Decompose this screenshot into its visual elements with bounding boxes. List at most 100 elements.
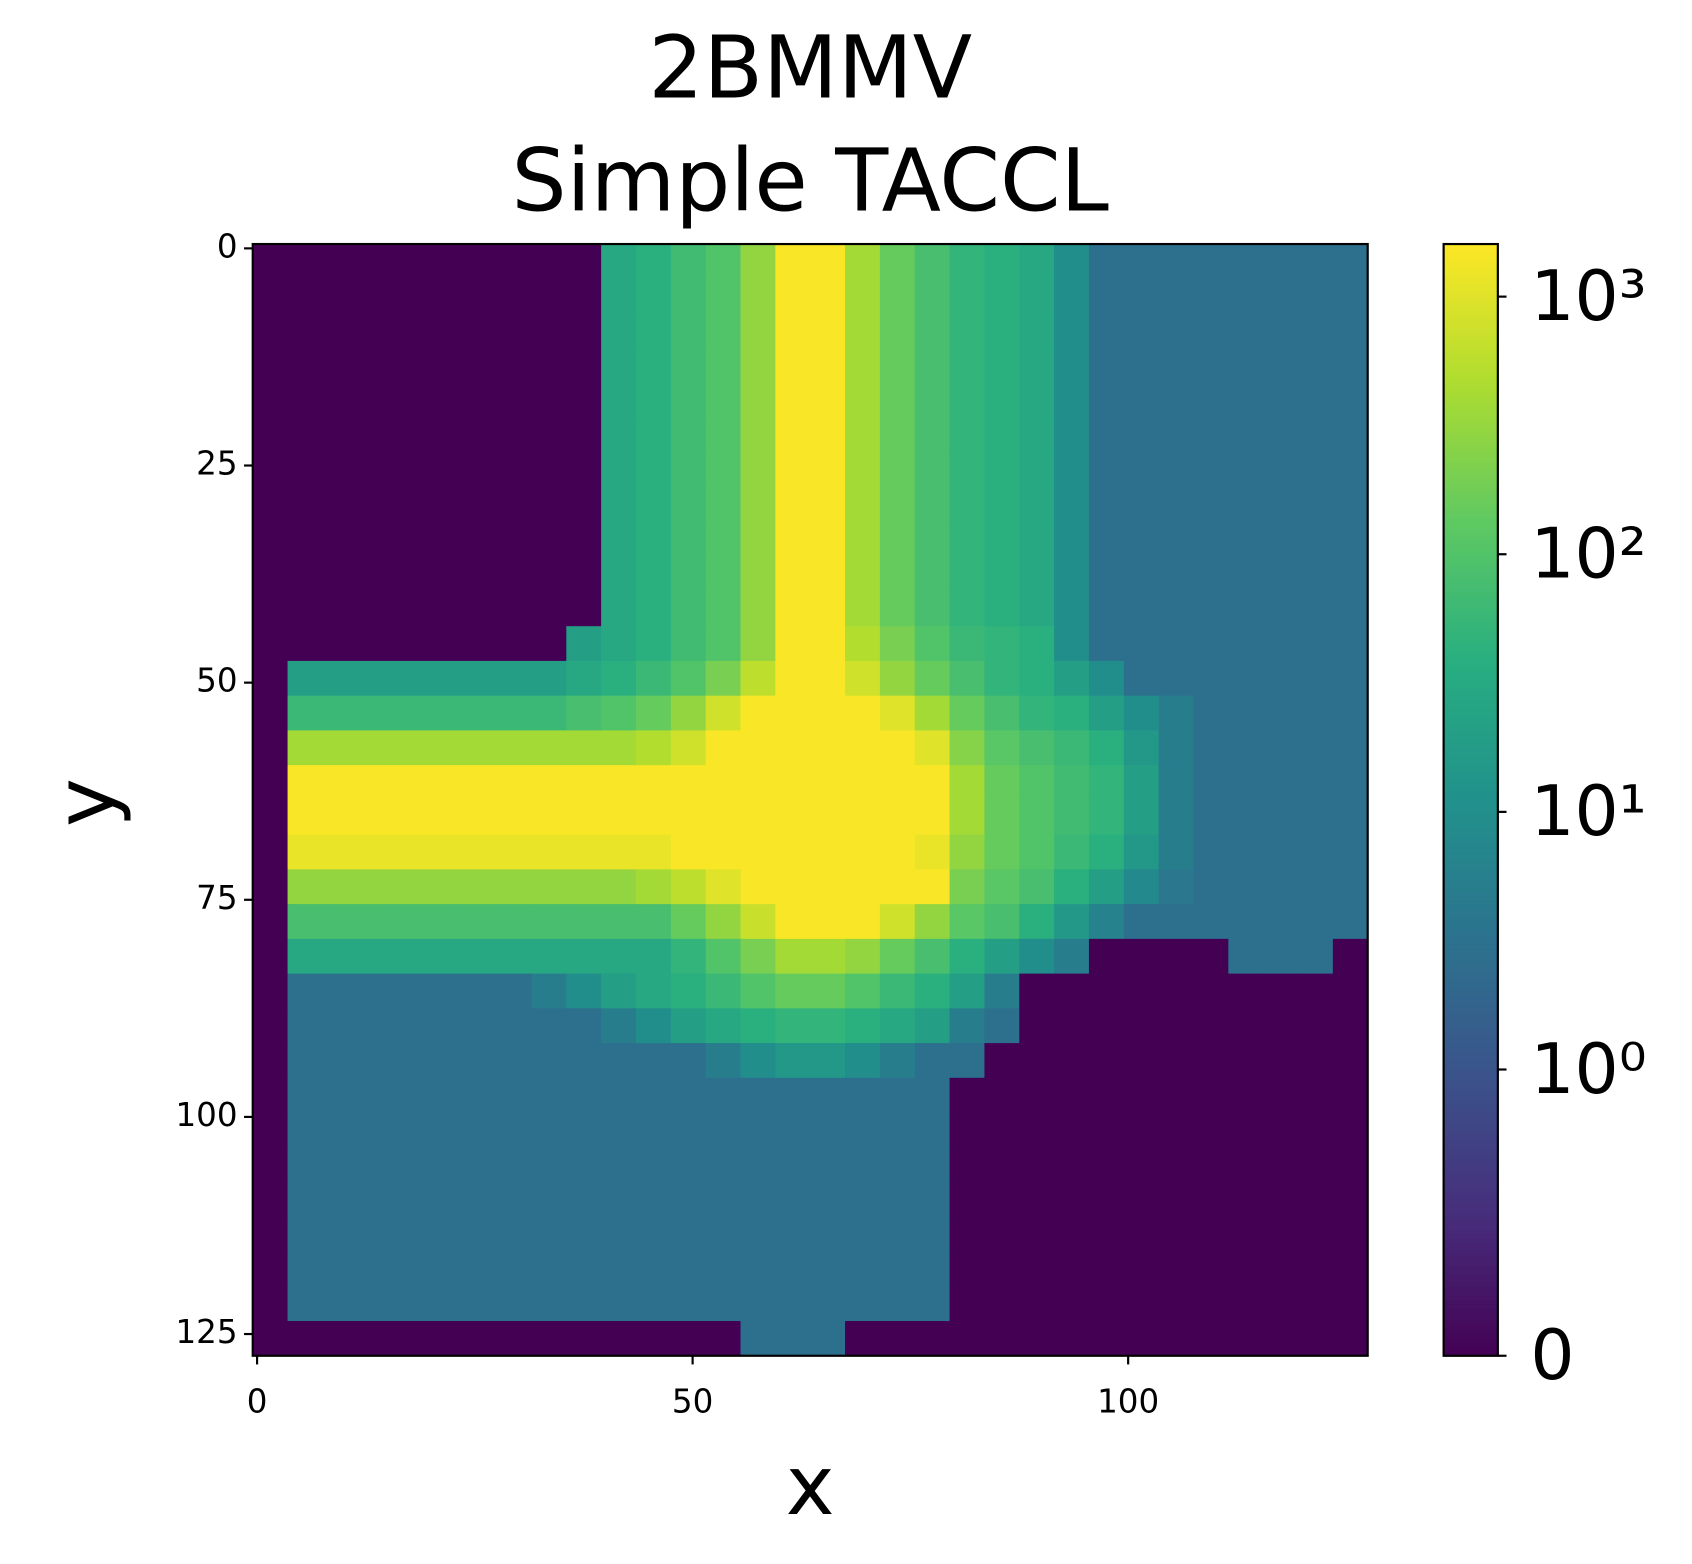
heatmap-cell [496,660,533,697]
heatmap-cell [357,383,393,419]
heatmap-cell [357,1321,393,1357]
heatmap-cell [1263,417,1299,454]
heatmap-cell [1228,1077,1264,1114]
heatmap-cell [1123,556,1160,593]
heatmap-cell [1332,834,1369,871]
heatmap-cell [740,521,777,558]
heatmap-cell [1332,1112,1369,1148]
heatmap-cell [1332,417,1369,454]
heatmap-cell [461,1077,498,1114]
heatmap-cell [1263,1008,1299,1044]
heatmap-cell [496,1182,533,1218]
heatmap-cell [531,487,567,523]
heatmap-cell [426,626,463,662]
heatmap-cell [566,1008,602,1044]
heatmap-cell [775,660,811,697]
heatmap-cell [531,1216,567,1253]
heatmap-cell [461,1008,498,1044]
heatmap-cell [1054,799,1090,836]
heatmap-cell [426,869,463,905]
heatmap-cell [705,1216,742,1253]
heatmap-cell [949,452,986,488]
heatmap-cell [705,660,742,697]
heatmap-cell [635,1077,672,1114]
heatmap-cell [461,244,498,280]
heatmap-cell [496,695,533,732]
heatmap-cell [1228,1216,1264,1253]
heatmap-cell [635,1182,672,1218]
heatmap-cell [740,383,777,419]
heatmap-cell [252,1077,289,1114]
heatmap-cell [1263,1182,1299,1218]
heatmap-cell [984,591,1020,627]
heatmap-cell [1054,591,1090,627]
heatmap-cell [1123,1182,1160,1218]
heatmap-cell [601,904,637,940]
heatmap-cell [1158,1251,1195,1287]
heatmap-cell [287,626,324,662]
heatmap-cell [775,1008,811,1044]
heatmap-cell [601,1112,637,1148]
heatmap-cell [287,1251,324,1287]
heatmap-cell [461,695,498,732]
heatmap-cell [357,278,393,315]
heatmap-cell [1332,313,1369,349]
heatmap-cell [1054,278,1090,315]
heatmap-cell [287,521,324,558]
heatmap-cell [252,1251,289,1287]
heatmap-cell [287,660,324,697]
heatmap-cell [426,278,463,315]
heatmap-cell [1158,1216,1195,1253]
heatmap-cell [1054,1043,1090,1079]
heatmap-cell [1158,348,1195,384]
heatmap-cell [426,1216,463,1253]
heatmap-cell [775,626,811,662]
heatmap-cell [322,834,358,871]
heatmap-cell [879,938,916,975]
chart-title: Simple TACCL [512,130,1109,231]
heatmap-cell [252,521,289,558]
heatmap-cell [879,1251,916,1287]
heatmap-cell [252,1112,289,1148]
heatmap-cell [845,660,881,697]
heatmap-cell [461,417,498,454]
heatmap-cell [810,487,846,523]
heatmap-cell [845,1008,881,1044]
heatmap-cell [1263,973,1299,1009]
heatmap-cell [601,799,637,836]
heatmap-cell [1263,383,1299,419]
heatmap-cell [322,521,358,558]
heatmap-cell [775,1321,811,1357]
heatmap-cell [705,1182,742,1218]
heatmap-cell [392,799,428,836]
heatmap-cell [566,1112,602,1148]
heatmap-cell [810,1147,846,1183]
heatmap-cell [426,383,463,419]
heatmap-cell [914,313,951,349]
heatmap-cell [566,452,602,488]
heatmap-cell [635,1112,672,1148]
heatmap-cell [1332,591,1369,627]
heatmap-cell [1088,799,1125,836]
heatmap-cell [1158,383,1195,419]
heatmap-cell [1123,730,1160,766]
heatmap-cell [566,591,602,627]
heatmap-cell [845,730,881,766]
heatmap-cell [879,973,916,1009]
heatmap-cell [601,695,637,732]
heatmap-cell [566,1147,602,1183]
heatmap-cell [1088,626,1125,662]
heatmap-cell [949,556,986,593]
heatmap-cell [879,487,916,523]
heatmap-cell [426,695,463,732]
heatmap-cell [1158,521,1195,558]
heatmap-cell [1088,1147,1125,1183]
heatmap-cell [426,417,463,454]
heatmap-cell [496,452,533,488]
heatmap-cell [1298,1147,1334,1183]
heatmap-cell [914,973,951,1009]
heatmap-cell [1054,1216,1090,1253]
heatmap-cell [252,452,289,488]
heatmap-cell [1054,348,1090,384]
heatmap-cell [1158,626,1195,662]
